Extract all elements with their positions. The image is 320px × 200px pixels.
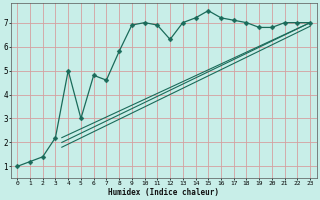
X-axis label: Humidex (Indice chaleur): Humidex (Indice chaleur) [108,188,219,197]
